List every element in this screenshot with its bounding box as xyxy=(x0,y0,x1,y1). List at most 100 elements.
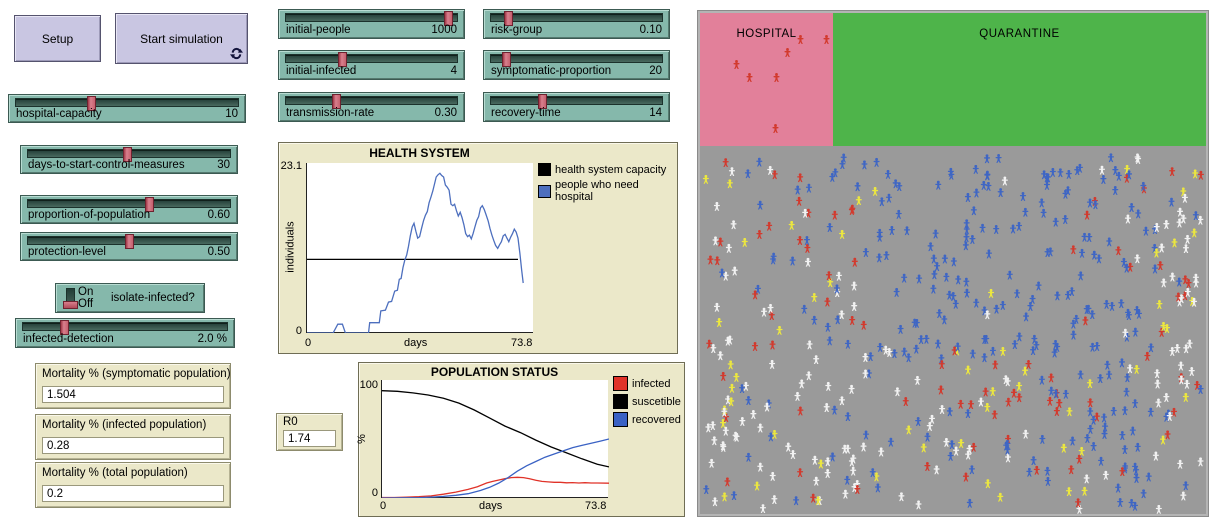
slider-infected-detection[interactable]: infected-detection 2.0 % xyxy=(15,318,235,348)
person-agent xyxy=(897,324,904,334)
slider-handle[interactable] xyxy=(145,197,155,212)
switch-handle[interactable] xyxy=(63,301,78,309)
person-agent xyxy=(793,496,800,506)
person-agent xyxy=(1087,424,1094,434)
person-agent xyxy=(1089,342,1096,352)
person-agent xyxy=(722,158,729,168)
person-agent xyxy=(953,446,960,456)
slider-track[interactable] xyxy=(490,11,663,26)
person-agent xyxy=(1177,207,1184,217)
x-axis-max-tick: 73.8 xyxy=(511,337,533,349)
person-agent xyxy=(892,179,899,189)
slider-handle[interactable] xyxy=(444,11,454,26)
slider-initial-infected[interactable]: initial-infected 4 xyxy=(278,50,465,80)
legend-item: health system capacity xyxy=(538,163,676,176)
person-agent xyxy=(1154,379,1161,389)
start-simulation-button[interactable]: Start simulation xyxy=(115,13,248,64)
person-agent xyxy=(754,481,761,491)
person-agent xyxy=(1152,264,1159,274)
person-agent xyxy=(789,449,796,459)
person-agent xyxy=(1040,208,1047,218)
slider-handle[interactable] xyxy=(125,234,134,249)
person-agent xyxy=(1102,470,1109,480)
slider-handle[interactable] xyxy=(331,94,341,109)
slider-track[interactable] xyxy=(27,147,231,162)
slider-handle[interactable] xyxy=(122,147,132,162)
person-agent xyxy=(862,247,869,257)
slider-risk-group[interactable]: risk-group 0.10 xyxy=(483,9,670,39)
person-agent xyxy=(711,497,718,507)
monitor-value: 1.504 xyxy=(42,386,224,403)
person-agent xyxy=(714,256,721,266)
slider-track[interactable] xyxy=(490,94,663,109)
person-agent xyxy=(913,344,920,354)
x-axis-label: days xyxy=(404,337,428,349)
person-agent xyxy=(1106,237,1113,247)
slider-track[interactable] xyxy=(490,52,663,67)
person-agent xyxy=(1057,168,1064,178)
person-agent xyxy=(1030,346,1037,356)
person-agent xyxy=(733,372,740,382)
person-agent xyxy=(1184,234,1191,244)
slider-handle[interactable] xyxy=(538,94,548,109)
person-agent xyxy=(1182,244,1189,254)
slider-track[interactable] xyxy=(15,96,239,111)
person-agent xyxy=(703,485,710,495)
person-agent xyxy=(878,197,885,207)
person-agent xyxy=(1133,364,1140,374)
person-agent xyxy=(839,229,846,239)
person-agent xyxy=(721,492,728,502)
person-agent xyxy=(1066,407,1073,417)
setup-button[interactable]: Setup xyxy=(14,15,101,62)
slider-track[interactable] xyxy=(285,94,458,109)
slider-handle[interactable] xyxy=(504,11,514,26)
slider-protection-level[interactable]: protection-level 0.50 xyxy=(20,232,238,261)
person-agent xyxy=(810,493,817,503)
person-agent xyxy=(724,477,731,487)
slider-recovery-time[interactable]: recovery-time 14 xyxy=(483,92,670,122)
legend-item: recovered xyxy=(613,412,683,427)
person-agent xyxy=(811,292,818,302)
person-agent xyxy=(1118,299,1125,309)
slider-track[interactable] xyxy=(27,234,231,249)
slider-handle[interactable] xyxy=(502,52,512,67)
slider-track[interactable] xyxy=(27,197,231,212)
slider-symptomatic-proportion[interactable]: symptomatic-proportion 20 xyxy=(483,50,670,80)
person-agent xyxy=(1152,451,1159,461)
person-agent xyxy=(1068,465,1075,475)
person-agent xyxy=(963,277,970,287)
slider-track[interactable] xyxy=(285,52,458,67)
person-agent xyxy=(863,430,870,440)
switch-isolate-infected[interactable]: On Off isolate-infected? xyxy=(55,283,205,313)
slider-handle[interactable] xyxy=(338,52,348,67)
slider-track[interactable] xyxy=(285,11,458,26)
series-people-who-need-hospital xyxy=(307,172,524,333)
person-agent xyxy=(708,458,715,468)
person-agent xyxy=(844,475,851,485)
person-agent xyxy=(855,196,862,205)
person-agent xyxy=(851,257,858,267)
person-agent xyxy=(965,365,972,375)
slider-days-to-start-control-measures[interactable]: days-to-start-control-measures 30 xyxy=(20,145,238,174)
person-agent xyxy=(1090,441,1097,451)
slider-handle[interactable] xyxy=(87,96,97,111)
slider-transmission-rate[interactable]: transmission-rate 0.30 xyxy=(278,92,465,122)
slider-handle[interactable] xyxy=(59,320,69,335)
slider-proportion-of-population[interactable]: proportion-of-population 0.60 xyxy=(20,195,238,224)
y-axis-label: % xyxy=(355,434,368,444)
slider-value: 0.60 xyxy=(207,209,230,221)
person-agent xyxy=(806,340,813,350)
slider-initial-people[interactable]: initial-people 1000 xyxy=(278,9,465,39)
plot-legend: infected suscetible recovered xyxy=(613,376,683,430)
person-agent xyxy=(915,417,922,426)
person-agent xyxy=(995,154,1002,163)
population-status-plot: POPULATION STATUS 100 0 % 0 days 73.8 in… xyxy=(355,362,685,517)
slider-label: risk-group xyxy=(491,24,543,36)
slider-track[interactable] xyxy=(22,320,228,335)
person-agent xyxy=(713,302,720,312)
y-axis-max-tick: 23.1 xyxy=(280,160,302,172)
person-agent xyxy=(803,235,810,245)
slider-hospital-capacity[interactable]: hospital-capacity 10 xyxy=(8,94,246,123)
person-agent xyxy=(824,322,831,332)
person-agent xyxy=(826,223,833,232)
